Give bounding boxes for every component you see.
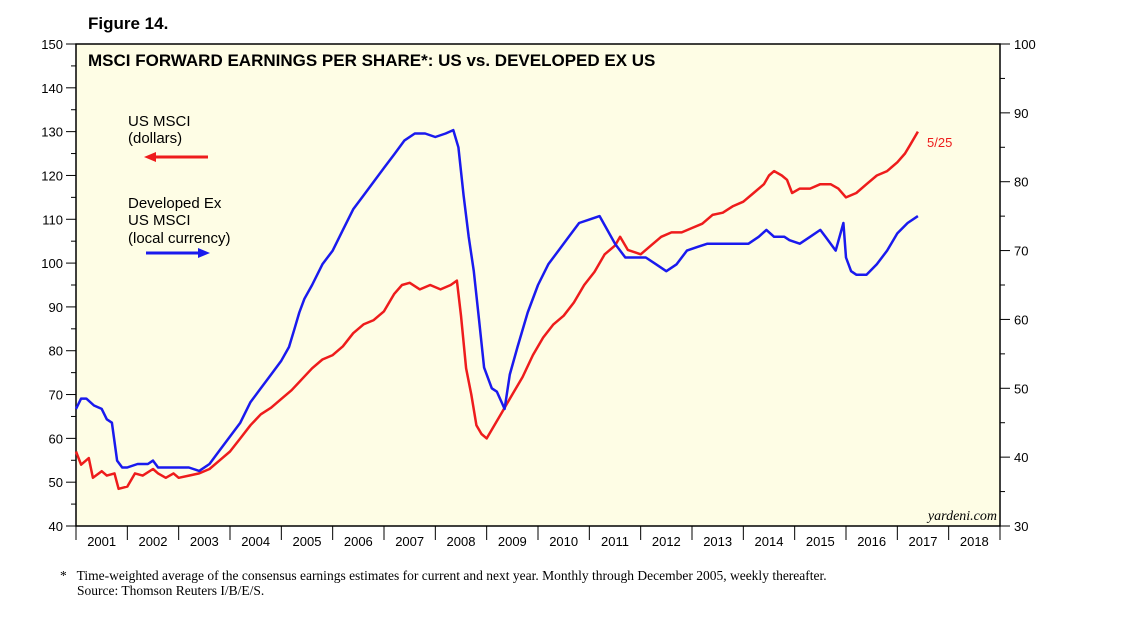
footnote-line1: * Time-weighted average of the consensus… bbox=[60, 568, 827, 584]
right-tick-label: 70 bbox=[1014, 244, 1028, 259]
right-tick-label: 90 bbox=[1014, 106, 1028, 121]
x-tick-label: 2018 bbox=[960, 534, 989, 549]
left-tick-label: 90 bbox=[49, 300, 63, 315]
x-tick-label: 2012 bbox=[652, 534, 681, 549]
footnote-marker: * bbox=[60, 568, 67, 583]
left-tick-label: 80 bbox=[49, 344, 63, 359]
left-tick-label: 150 bbox=[41, 37, 63, 52]
left-tick-label: 120 bbox=[41, 168, 63, 183]
x-tick-label: 2011 bbox=[601, 534, 629, 549]
x-tick-label: 2017 bbox=[909, 534, 938, 549]
right-arrow-icon bbox=[198, 248, 210, 258]
series-line-us bbox=[74, 130, 919, 491]
x-tick-label: 2013 bbox=[703, 534, 732, 549]
legend-us: US MSCI (dollars) bbox=[128, 113, 208, 162]
right-tick-label: 30 bbox=[1014, 519, 1028, 534]
footnote-text: Time-weighted average of the consensus e… bbox=[76, 568, 827, 583]
right-tick-label: 40 bbox=[1014, 450, 1028, 465]
watermark: yardeni.com bbox=[926, 509, 997, 524]
x-tick-label: 2009 bbox=[498, 534, 527, 549]
right-tick-label: 60 bbox=[1014, 312, 1028, 327]
left-tick-label: 70 bbox=[49, 388, 63, 403]
x-tick-label: 2003 bbox=[190, 534, 219, 549]
left-tick-label: 40 bbox=[49, 519, 63, 534]
x-tick-label: 2014 bbox=[755, 534, 784, 549]
series-group bbox=[74, 128, 919, 491]
x-tick-label: 2007 bbox=[395, 534, 424, 549]
right-tick-label: 80 bbox=[1014, 175, 1028, 190]
x-tick-label: 2010 bbox=[549, 534, 578, 549]
left-tick-label: 100 bbox=[41, 256, 63, 271]
x-tick-label: 2016 bbox=[857, 534, 886, 549]
left-arrow-icon bbox=[144, 152, 156, 162]
chart-title: MSCI FORWARD EARNINGS PER SHARE*: US vs.… bbox=[88, 51, 655, 70]
left-tick-label: 130 bbox=[41, 125, 63, 140]
x-tick-label: 2008 bbox=[447, 534, 476, 549]
legend-dev-line1: Developed Ex bbox=[128, 195, 222, 212]
legend-us-line2: (dollars) bbox=[128, 130, 182, 147]
x-tick-label: 2015 bbox=[806, 534, 835, 549]
legend-dev: Developed Ex US MSCI (local currency) bbox=[128, 195, 231, 258]
legend-dev-line2: US MSCI bbox=[128, 212, 191, 229]
figure-label: Figure 14. bbox=[88, 14, 169, 33]
left-tick-label: 110 bbox=[42, 212, 63, 227]
x-tick-label: 2001 bbox=[87, 534, 116, 549]
x-tick-label: 2002 bbox=[139, 534, 168, 549]
end-date-label: 5/25 bbox=[927, 135, 952, 150]
x-tick-label: 2006 bbox=[344, 534, 373, 549]
x-tick-label: 2004 bbox=[241, 534, 270, 549]
footnote-source: Source: Thomson Reuters I/B/E/S. bbox=[77, 583, 265, 598]
right-tick-label: 100 bbox=[1014, 37, 1036, 52]
series-line-dev-ex-us bbox=[74, 128, 919, 473]
legend-us-line1: US MSCI bbox=[128, 113, 191, 130]
left-tick-label: 50 bbox=[49, 475, 63, 490]
right-tick-label: 50 bbox=[1014, 381, 1028, 396]
left-tick-label: 140 bbox=[41, 81, 63, 96]
x-tick-label: 2005 bbox=[293, 534, 322, 549]
legend-dev-line3: (local currency) bbox=[128, 230, 231, 247]
left-tick-label: 60 bbox=[49, 431, 63, 446]
axis-ticks: 40 50 60 70 80 90 100 110 120 130 140 150 30 40 50 60 70… bbox=[41, 37, 1035, 549]
